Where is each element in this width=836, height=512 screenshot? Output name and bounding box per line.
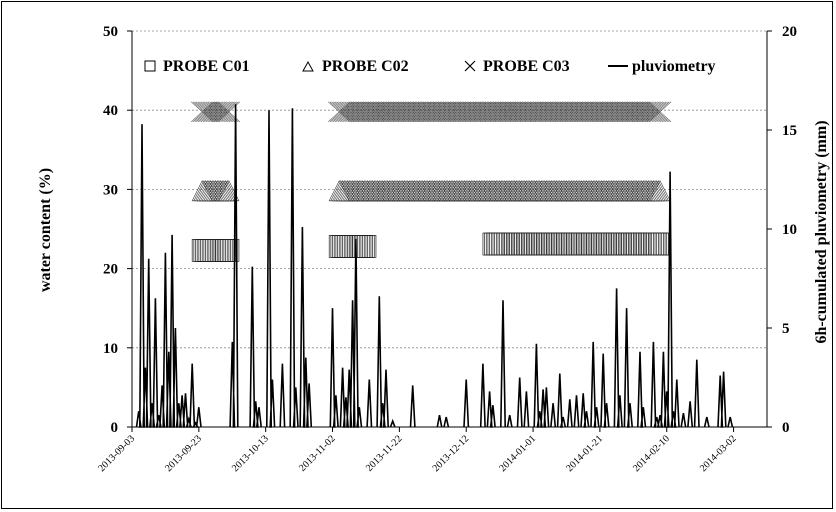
x-tick-label: 2013-12-12 [431, 433, 472, 474]
legend-item-probe-c01: PROBE C01 [144, 58, 250, 75]
legend-item-probe-c03: PROBE C03 [464, 58, 570, 75]
legend-label-probe-c03: PROBE C03 [483, 58, 570, 75]
y-tick-label-left: 50 [103, 24, 118, 40]
x-tick-label: 2013-11-22 [364, 433, 405, 474]
probe-c03-marker [642, 101, 665, 122]
y-tick-label-left: 10 [103, 341, 118, 357]
probe-c02-marker [218, 180, 240, 202]
probe-c03-marker [211, 101, 234, 122]
legend-label-probe-c02: PROBE C02 [322, 58, 409, 75]
y-axis-left-title: water content (%) [37, 168, 54, 292]
legend-marker-cross [464, 60, 476, 72]
y-axis-right-ticks: 0 5 10 15 20 [767, 24, 797, 436]
probe-c03-marker [645, 101, 668, 122]
x-tick-label: 2014-03-02 [698, 433, 739, 474]
probe-c03-marker [212, 101, 236, 122]
legend-marker-square [144, 60, 156, 72]
y-tick-label-right: 15 [782, 123, 797, 139]
legend-item-probe-c02: PROBE C02 [302, 58, 409, 75]
probe-c03-marker [209, 101, 232, 122]
y-tick-label-right: 0 [782, 420, 790, 436]
x-axis-ticks: 2013-09-03 2013-09-23 2013-10-13 2013-11-02… [96, 427, 739, 474]
y-tick-label-right: 5 [782, 321, 790, 337]
y-tick-label-left: 0 [111, 420, 119, 436]
legend-label-pluviometry: pluviometry [632, 58, 716, 75]
y-tick-label-left: 40 [103, 103, 118, 119]
y-tick-label-left: 20 [103, 262, 118, 278]
legend-marker-triangle [302, 60, 314, 72]
probe-c03-marker [217, 101, 241, 122]
probe-c03-marker [643, 101, 667, 122]
y-tick-label-right: 10 [782, 222, 797, 238]
y-axis-right-title: 6h-cumulated pluviometry (mm) [813, 120, 830, 343]
legend-item-pluviometry: pluviometry [608, 58, 716, 75]
x-tick-label: 2014-01-21 [564, 433, 605, 474]
probe-c03-marker [214, 101, 237, 122]
probe-c01-marker [218, 239, 240, 262]
x-tick-label: 2014-01-01 [497, 433, 538, 474]
probe-c03-marker [648, 101, 672, 122]
probe-c03-marker [638, 101, 662, 122]
x-tick-label: 2013-11-02 [297, 433, 338, 474]
probe-c03-marker [216, 101, 239, 122]
probe-c03-marker [204, 101, 227, 122]
x-tick-label: 2014-02-10 [631, 433, 672, 474]
y-tick-label-left: 30 [103, 182, 118, 198]
probe-c03-marker [635, 101, 658, 122]
x-tick-label: 2013-09-23 [163, 433, 204, 474]
probe-c03-marker [647, 101, 670, 122]
probe-c02-marker [649, 180, 671, 202]
probe-c03-marker [637, 101, 660, 122]
pluviometry-series [135, 104, 734, 428]
probe-c03-marker [640, 101, 663, 122]
pluviometry-line [135, 104, 734, 428]
probe-markers [190, 101, 672, 262]
y-tick-label-right: 20 [782, 24, 797, 40]
y-axis-left-ticks: 0 10 20 30 40 50 [103, 24, 132, 436]
x-tick-label: 2013-09-03 [96, 433, 137, 474]
legend-label-probe-c01: PROBE C01 [163, 58, 250, 75]
probe-c03-marker [207, 101, 231, 122]
x-tick-label: 2013-10-13 [230, 433, 271, 474]
legend: PROBE C01 PROBE C02 PROBE C03 pluviometr… [144, 58, 716, 75]
probe-c03-marker [206, 101, 229, 122]
